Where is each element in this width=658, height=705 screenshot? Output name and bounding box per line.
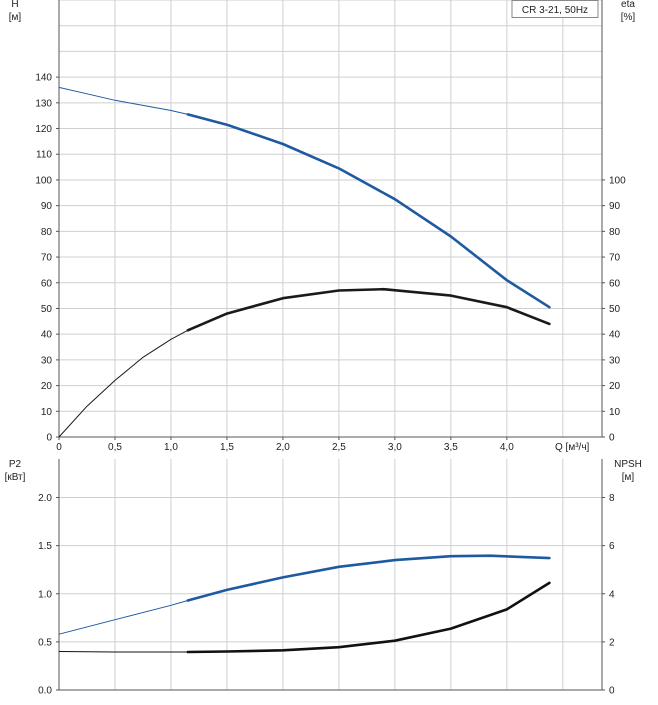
right-tick-label: 50 xyxy=(609,304,621,315)
x-tick-label: 1,0 xyxy=(164,442,178,453)
right-tick-label: 10 xyxy=(609,407,621,418)
x-axis-label: Q [м³/ч] xyxy=(555,442,590,453)
left-tick-label: 40 xyxy=(41,330,53,341)
left-tick-label: 20 xyxy=(41,381,53,392)
x-tick-label: 1,5 xyxy=(220,442,234,453)
series-1-extrapolated-line xyxy=(58,329,189,438)
left-tick-label: 0 xyxy=(46,433,52,444)
plot-area xyxy=(59,0,602,437)
right-tick-label: 4 xyxy=(609,589,615,600)
left-tick-label: 0.0 xyxy=(38,686,52,697)
right-tick-label: 80 xyxy=(609,227,621,238)
left-axis-unit: [м] xyxy=(9,12,22,23)
right-axis-unit: [м] xyxy=(622,472,635,483)
power-npsh-panel xyxy=(56,459,605,691)
left-tick-label: 120 xyxy=(35,124,52,135)
right-tick-label: 0 xyxy=(609,433,615,444)
x-tick-label: 3,5 xyxy=(444,442,458,453)
left-tick-label: 2.0 xyxy=(38,493,52,504)
x-tick-label: 3,0 xyxy=(388,442,402,453)
series-0-operating-line xyxy=(186,554,551,602)
right-axis-label: NPSH xyxy=(614,459,642,470)
left-axis-label: H xyxy=(11,0,18,10)
right-tick-label: 70 xyxy=(609,253,621,264)
left-tick-label: 130 xyxy=(35,98,52,109)
right-tick-label: 8 xyxy=(609,493,615,504)
legend-box xyxy=(511,0,599,18)
left-tick-label: 10 xyxy=(41,407,53,418)
left-tick-label: 60 xyxy=(41,278,53,289)
right-tick-label: 0 xyxy=(609,686,615,697)
right-axis-label: eta xyxy=(621,0,635,10)
left-axis-label: P2 xyxy=(9,459,22,470)
left-tick-label: 30 xyxy=(41,355,53,366)
left-tick-label: 0.5 xyxy=(38,637,52,648)
left-tick-label: 110 xyxy=(36,150,52,161)
right-tick-label: 40 xyxy=(609,330,621,341)
right-tick-label: 60 xyxy=(609,278,621,289)
right-tick-label: 30 xyxy=(609,355,621,366)
x-tick-label: 2,0 xyxy=(276,442,290,453)
head-efficiency-panel xyxy=(56,0,605,440)
right-tick-label: 2 xyxy=(609,637,615,648)
x-tick-label: 0,5 xyxy=(108,442,122,453)
right-axis-unit: [%] xyxy=(621,12,636,23)
left-tick-label: 80 xyxy=(41,227,53,238)
x-tick-label: 0 xyxy=(56,442,62,453)
left-tick-label: 70 xyxy=(41,253,53,264)
right-tick-label: 20 xyxy=(609,381,621,392)
left-tick-label: 1.0 xyxy=(38,589,52,600)
left-tick-label: 50 xyxy=(41,304,53,315)
series-0-operating-line xyxy=(186,113,551,309)
right-tick-label: 6 xyxy=(609,541,615,552)
series-1-operating-line xyxy=(186,581,551,654)
left-tick-label: 1.5 xyxy=(38,541,52,552)
x-tick-label: 4,0 xyxy=(500,442,514,453)
series-1-extrapolated-line xyxy=(58,651,188,653)
series-1-operating-line xyxy=(186,287,551,332)
left-tick-label: 90 xyxy=(41,201,53,212)
left-tick-label: 100 xyxy=(35,175,52,186)
plot-area xyxy=(59,459,602,690)
right-tick-label: 90 xyxy=(609,201,621,212)
left-axis-unit: [кВт] xyxy=(5,472,26,483)
x-tick-label: 2,5 xyxy=(332,442,346,453)
legend-text: CR 3-21, 50Hz xyxy=(522,5,588,16)
left-tick-label: 140 xyxy=(35,73,52,84)
series-0-extrapolated-line xyxy=(58,600,188,635)
series-0-extrapolated-line xyxy=(58,86,188,115)
right-tick-label: 100 xyxy=(609,175,626,186)
